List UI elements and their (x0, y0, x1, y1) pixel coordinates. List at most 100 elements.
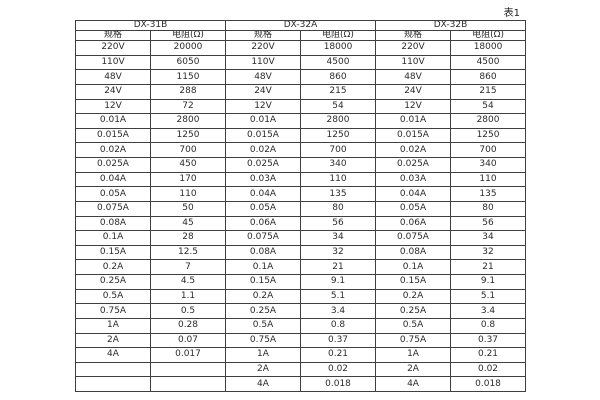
table-body: 220V 20000 220V 18000 220V 18000 110V 6050 110V 4… (75, 40, 527, 392)
resistance-cell: 18000 (450, 40, 527, 56)
table-head: DX-31B DX-32A DX-32B 规格 电阻(Ω) 规格 电阻(Ω) 规格 电阻(Ω) (75, 20, 527, 41)
spec-cell: 0.02A (225, 142, 301, 158)
resistance-column-header: 电阻(Ω) (150, 30, 226, 41)
resistance-cell: 56 (450, 215, 527, 232)
spec-column-header: 规格 (225, 30, 301, 41)
resistance-cell: 2800 (150, 113, 226, 129)
spec-cell: 0.75A (225, 332, 301, 349)
resistance-cell: 50 (150, 200, 226, 217)
spec-cell: 48V (75, 69, 151, 85)
resistance-cell: 0.5 (150, 303, 226, 319)
resistance-cell: 28 (150, 230, 226, 246)
spec-cell: 12V (225, 98, 301, 115)
resistance-cell: 340 (299, 157, 377, 173)
spec-cell: 0.015A (225, 127, 301, 144)
spec-cell: 0.025A (375, 157, 452, 173)
spec-cell: 0.25A (225, 303, 301, 319)
table-row: 0.01A 2800 0.01A 2800 0.01A 2800 (75, 113, 527, 129)
resistance-cell: 0.018 (299, 376, 377, 392)
spec-cell: 0.2A (375, 288, 452, 305)
resistance-cell: 1150 (150, 69, 226, 85)
resistance-cell: 54 (450, 98, 527, 115)
resistance-cell: 215 (450, 83, 527, 100)
table-row: 110V 6050 110V 4500 110V 4500 (75, 54, 527, 71)
resistance-cell: 34 (450, 230, 527, 246)
resistance-cell: 700 (450, 142, 527, 158)
table-row: 2A 0.07 0.75A 0.37 0.75A 0.37 (75, 332, 527, 349)
resistance-cell: 860 (299, 69, 377, 85)
resistance-cell: 170 (150, 171, 226, 188)
resistance-cell: 0.017 (150, 347, 226, 363)
resistance-cell: 110 (450, 171, 527, 188)
spec-cell: 0.05A (225, 200, 301, 217)
resistance-cell: 5.1 (299, 288, 377, 305)
spec-cell: 0.015A (375, 127, 452, 144)
spec-cell: 0.06A (375, 215, 452, 232)
resistance-cell: 0.02 (299, 361, 377, 378)
resistance-column-header: 电阻(Ω) (450, 30, 527, 41)
table-row: 2A 0.02 2A 0.02 (75, 361, 527, 378)
table-row: 48V 1150 48V 860 48V 860 (75, 69, 527, 85)
spec-cell: 0.25A (75, 274, 151, 290)
resistance-cell: 0.37 (450, 332, 527, 349)
spec-cell: 220V (375, 40, 452, 56)
spec-cell: 0.25A (375, 303, 452, 319)
resistance-cell: 1.1 (150, 288, 226, 305)
spec-cell: 4A (375, 376, 452, 392)
resistance-cell: 4.5 (150, 274, 226, 290)
resistance-cell: 135 (299, 186, 377, 202)
spec-cell: 0.015A (75, 127, 151, 144)
table-row: 12V 72 12V 54 12V 54 (75, 98, 527, 115)
spec-cell: 0.15A (375, 274, 452, 290)
resistance-cell: 1250 (450, 127, 527, 144)
resistance-cell: 54 (299, 98, 377, 115)
spec-cell: 0.01A (75, 113, 151, 129)
spec-cell: 48V (375, 69, 452, 85)
table-row: 0.04A 170 0.03A 110 0.03A 110 (75, 171, 527, 188)
table-row: 1A 0.28 0.5A 0.8 0.5A 0.8 (75, 317, 527, 334)
resistance-cell: 288 (150, 83, 226, 100)
spec-cell: 12V (75, 98, 151, 115)
spec-cell: 0.01A (375, 113, 452, 129)
spec-cell (75, 376, 151, 392)
resistance-cell: 110 (150, 186, 226, 202)
table-row: 24V 288 24V 215 24V 215 (75, 83, 527, 100)
spec-cell: 4A (225, 376, 301, 392)
spec-cell: 0.2A (75, 259, 151, 275)
resistance-cell: 32 (450, 244, 527, 261)
resistance-cell (150, 376, 226, 392)
spec-cell: 0.025A (75, 157, 151, 173)
spec-cell: 0.04A (375, 186, 452, 202)
resistance-cell: 80 (299, 200, 377, 217)
spec-cell: 4A (75, 347, 151, 363)
spec-cell: 0.025A (225, 157, 301, 173)
resistance-cell: 700 (150, 142, 226, 158)
spec-cell: 0.03A (375, 171, 452, 188)
spec-cell: 2A (75, 332, 151, 349)
spec-cell: 1A (375, 347, 452, 363)
group-header-DX-31B: DX-31B (75, 20, 226, 31)
spec-cell: 0.05A (375, 200, 452, 217)
spec-cell: 0.5A (375, 317, 452, 334)
spec-column-header: 规格 (75, 30, 151, 41)
resistance-cell: 0.37 (299, 332, 377, 349)
spec-cell: 12V (375, 98, 452, 115)
resistance-cell: 3.4 (450, 303, 527, 319)
spec-cell: 0.2A (225, 288, 301, 305)
spec-cell: 1A (75, 317, 151, 334)
spec-cell: 0.15A (75, 244, 151, 261)
resistance-cell: 0.02 (450, 361, 527, 378)
resistance-cell: 9.1 (299, 274, 377, 290)
resistance-cell: 32 (299, 244, 377, 261)
resistance-cell: 4500 (450, 54, 527, 71)
resistance-cell: 860 (450, 69, 527, 85)
spec-cell: 1A (225, 347, 301, 363)
resistance-cell: 0.8 (450, 317, 527, 334)
resistance-cell: 7 (150, 259, 226, 275)
table-row: 0.1A 28 0.075A 34 0.075A 34 (75, 230, 527, 246)
spec-cell: 48V (225, 69, 301, 85)
table-row: 0.08A 45 0.06A 56 0.06A 56 (75, 215, 527, 232)
resistance-cell: 0.07 (150, 332, 226, 349)
resistance-column-header: 电阻(Ω) (299, 30, 377, 41)
spec-cell: 2A (375, 361, 452, 378)
